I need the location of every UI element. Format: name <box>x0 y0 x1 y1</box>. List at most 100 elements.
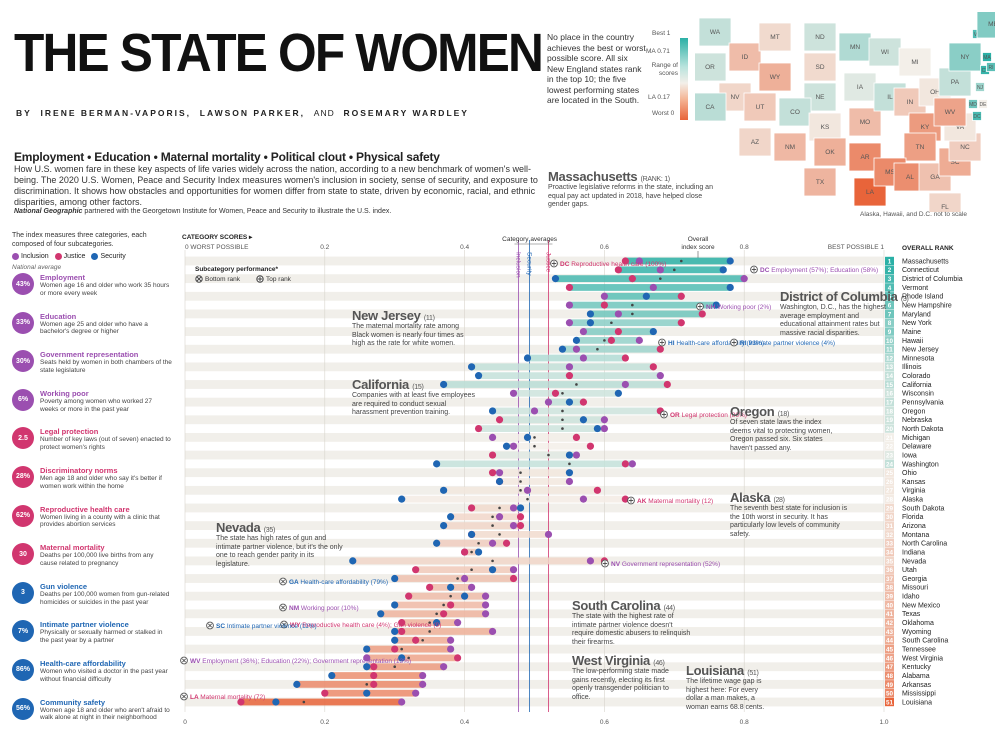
state-range-bar <box>436 460 633 468</box>
inclusion-point <box>544 398 553 406</box>
indicator-desc: Poverty among women who worked 27 weeks … <box>40 397 153 413</box>
annotation-text: The maternal mortality rate among Black … <box>352 323 464 347</box>
marker-label: WV Employment (36%); Education (22%); Go… <box>190 658 411 665</box>
security-point <box>502 442 511 450</box>
inclusion-point <box>495 469 504 477</box>
state-range-bar <box>401 495 626 503</box>
legend-ma: MA 0.71 <box>646 48 670 55</box>
map-state-label: WY <box>770 74 781 81</box>
indicator-title: Education <box>40 311 77 321</box>
indicator-item: 30 Maternal mortality Deaths per 100,000 l… <box>12 541 172 580</box>
indicator-item: 62% Reproductive health care Women living … <box>12 503 172 542</box>
rank-box <box>885 362 894 372</box>
annotation-rank: (18) <box>777 411 790 418</box>
map-state-label: OK <box>825 149 835 156</box>
security-point <box>516 504 525 512</box>
indicator-list: 43% Employment Women age 16 and older who … <box>12 271 172 734</box>
map-state-az <box>738 127 772 157</box>
annotation-rank: (46) <box>653 660 665 667</box>
rank-box <box>885 653 894 663</box>
state-range-bar <box>380 610 486 618</box>
marker-abbr: NV <box>611 561 622 568</box>
avg-label-justice: Justice <box>544 252 551 273</box>
bottom-tick-label: 0.2 <box>320 719 329 726</box>
overall-index-mark <box>428 621 431 624</box>
justice-point <box>628 275 636 283</box>
byline-prefix: BY <box>16 108 32 118</box>
inclusion-point <box>600 424 609 433</box>
indicator-value-badge: 28% <box>12 465 34 488</box>
inclusion-point <box>628 460 636 468</box>
indicator-item: 86% Health-care affordability Women who vi… <box>12 657 172 696</box>
indicator-desc: Women who visited a doctor in the past y… <box>40 667 168 683</box>
overall-index-mark <box>568 462 571 466</box>
annotation-box: California (15)Companies with at least f… <box>352 377 507 418</box>
rank-box <box>885 300 894 310</box>
security-point <box>461 592 469 600</box>
overall-index-mark <box>603 339 606 342</box>
overall-index-mark <box>561 409 564 413</box>
inclusion-point <box>600 292 609 300</box>
inclusion-point <box>572 345 581 353</box>
map-state-label: ME <box>988 21 995 28</box>
overall-index-mark <box>400 647 403 651</box>
rank-number: 6 <box>888 303 892 310</box>
author-2: LAWSON PARKER, <box>199 108 306 118</box>
security-point <box>474 548 483 556</box>
annotation: California (15) Companies with at least f… <box>352 377 507 418</box>
annotation-text: The low-performing state made gains rece… <box>572 668 669 701</box>
security-point <box>586 310 595 318</box>
category-averages-label: Category averages <box>502 236 558 243</box>
indicator-desc: Women age 16 and older who work 35 hours… <box>40 282 170 297</box>
indicator-text: Education Women age 25 and older who have… <box>40 312 172 337</box>
state-name: Iowa <box>902 452 917 459</box>
justice-point <box>656 345 664 353</box>
state-name: Michigan <box>902 435 930 442</box>
rank-number: 12 <box>886 355 894 362</box>
overall-index-mark <box>302 700 306 704</box>
justice-point <box>488 451 497 459</box>
map-state-mi <box>898 47 932 77</box>
state-name: West Virginia <box>902 655 943 662</box>
justice-point <box>509 574 518 583</box>
inclusion-point <box>614 310 622 318</box>
byline: BY IRENE BERMAN-VAPORIS, LAWSON PARKER, … <box>16 108 469 118</box>
rank-box <box>885 336 894 345</box>
cross-icon <box>181 658 187 663</box>
annotation-rank: (44) <box>663 605 676 612</box>
marker-text: Employment (57%); Education (58%) <box>771 267 878 274</box>
inclusion-point <box>440 663 448 671</box>
rank-number: 44 <box>886 638 894 645</box>
rank-box <box>885 265 894 275</box>
inclusion-point <box>586 557 595 565</box>
map-state-me <box>976 12 995 39</box>
legend-worst: Worst 0 <box>652 110 675 117</box>
indicator-text: Gun violence Deaths per 100,000 women fro… <box>40 582 172 607</box>
overall-index-mark <box>449 594 452 598</box>
overall-index-mark <box>561 427 564 430</box>
overall-index-mark <box>596 347 599 351</box>
rank-number: 10 <box>886 338 894 345</box>
map-state-tx <box>803 167 837 197</box>
topic-line: Employment • Education • Maternal mortal… <box>14 150 440 164</box>
marker-label: NM Working poor (10%) <box>289 605 359 612</box>
inclusion-dot-icon <box>12 253 19 260</box>
justice-point <box>447 601 455 609</box>
annotation: West Virginia (46) The low-performing sta… <box>572 653 712 702</box>
marker-text: Intimate partner violence (11%) <box>227 623 317 630</box>
map-states: WA OR ID MT ND SD WY NE NV UT CO KS CA AZ NM OK TX MN WI IA… <box>695 12 995 212</box>
annotation: Louisiana (51) The lifetime wage gap is h… <box>686 663 806 712</box>
indicator-title: Reproductive health care <box>40 504 130 514</box>
state-name: Rhode Island <box>902 294 943 301</box>
state-range-bar <box>555 275 745 283</box>
annotation-title: New Jersey (11) <box>352 308 435 323</box>
state-range-bar <box>471 504 521 512</box>
rank-number: 38 <box>886 585 894 592</box>
map-state-label: IN <box>907 99 914 106</box>
map-state-co <box>778 97 812 127</box>
map-note: No place in the country achieves the bes… <box>547 32 646 105</box>
map-state-label: NE <box>815 94 825 101</box>
overall-index-mark <box>393 665 397 669</box>
justice-point <box>474 424 483 433</box>
security-point <box>440 486 448 494</box>
